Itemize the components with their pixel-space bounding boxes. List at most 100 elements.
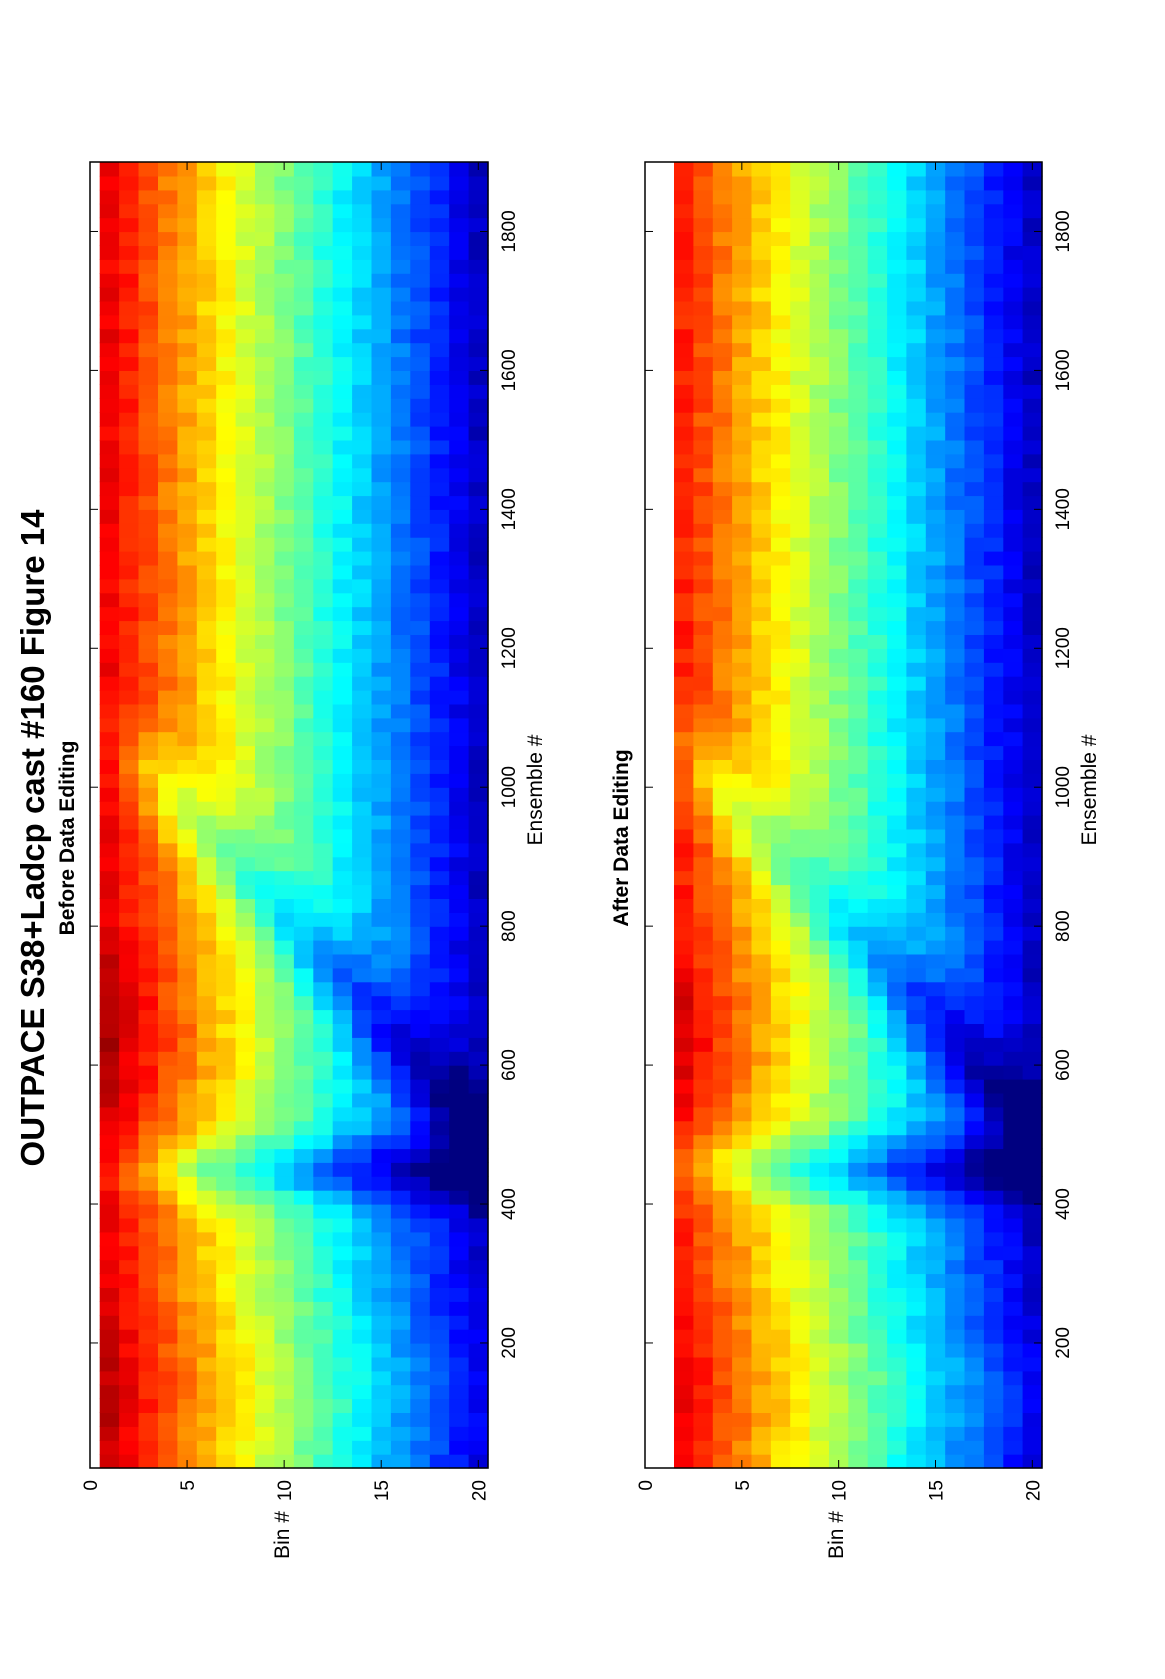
heatmap-cell (945, 981, 966, 997)
heatmap-cell (712, 828, 733, 844)
heatmap-cell (429, 926, 450, 941)
heatmap-cell (410, 1217, 431, 1233)
heatmap-cell (770, 1134, 791, 1150)
heatmap-cell (138, 731, 159, 747)
heatmap-cell (158, 398, 178, 413)
heatmap-cell (809, 523, 830, 538)
heatmap-cell (371, 967, 392, 983)
heatmap-cell (216, 884, 237, 899)
heatmap-cell (983, 842, 1004, 858)
heatmap-cell (867, 912, 888, 927)
heatmap-cell (887, 412, 908, 427)
heatmap-cell (177, 884, 198, 899)
heatmap-cell (809, 1384, 830, 1400)
heatmap-cell (1003, 676, 1024, 691)
heatmap-cell (138, 273, 159, 288)
heatmap-cell (964, 773, 985, 788)
heatmap-cell (1022, 884, 1043, 899)
heatmap-cell (196, 828, 217, 844)
heatmap-cell (390, 217, 411, 233)
heatmap-cell (177, 759, 198, 774)
heatmap-cell (177, 801, 198, 816)
heatmap-cell (674, 592, 694, 608)
heatmap-cell (468, 384, 489, 399)
heatmap-cell (313, 1370, 334, 1386)
heatmap-cell (410, 217, 431, 233)
heatmap-cell (371, 1315, 392, 1330)
heatmap-cell (99, 1190, 120, 1205)
heatmap-cell (848, 1245, 869, 1261)
heatmap-cell (449, 1384, 470, 1400)
heatmap-cell (1003, 231, 1024, 246)
heatmap-cell (732, 342, 753, 358)
heatmap-cell (964, 648, 985, 663)
heatmap-cell (790, 1398, 811, 1413)
heatmap-cell (274, 662, 295, 677)
heatmap-cell (332, 981, 353, 997)
heatmap-cell (255, 342, 275, 358)
heatmap-cell (449, 1204, 470, 1219)
heatmap-cell (313, 1287, 334, 1302)
heatmap-cell (867, 759, 888, 774)
heatmap-cell (790, 1106, 811, 1122)
heatmap-cell (829, 1273, 849, 1288)
heatmap-cell (119, 356, 140, 371)
heatmap-cell (693, 551, 714, 566)
heatmap-cell (983, 495, 1004, 510)
heatmap-cell (352, 828, 373, 844)
heatmap-cell (158, 314, 178, 330)
heatmap-cell (332, 620, 353, 635)
heatmap-cell (770, 578, 791, 594)
heatmap-cell (829, 1343, 849, 1358)
heatmap-cell (770, 300, 791, 316)
heatmap-cell (274, 453, 295, 469)
heatmap-cell (216, 231, 237, 246)
heatmap-cell (867, 1204, 888, 1219)
heatmap-cell (945, 245, 966, 260)
heatmap-cell (712, 1412, 733, 1427)
heatmap-cell (196, 1120, 217, 1136)
heatmap-cell (196, 842, 217, 858)
heatmap-cell (732, 648, 753, 663)
heatmap-cell (293, 1079, 314, 1094)
heatmap-cell (158, 1412, 178, 1427)
heatmap-cell (751, 967, 772, 983)
heatmap-cell (732, 620, 753, 635)
heatmap-cell (468, 967, 489, 983)
heatmap-cell (790, 1162, 811, 1177)
heatmap-cell (848, 870, 869, 886)
heatmap-cell (964, 731, 985, 747)
heatmap-cell (216, 967, 237, 983)
heatmap-cell (429, 217, 450, 233)
heatmap-cell (99, 1426, 120, 1441)
heatmap-cell (235, 481, 256, 497)
heatmap-cell (945, 1009, 966, 1024)
heatmap-cell (371, 815, 392, 830)
heatmap-cell (235, 162, 256, 177)
heatmap-cell (293, 1106, 314, 1122)
heatmap-cell (138, 398, 159, 413)
heatmap-cell (809, 370, 830, 385)
heatmap-cell (983, 551, 1004, 566)
heatmap-cell (99, 1106, 120, 1122)
heatmap-cell (925, 912, 946, 927)
heatmap-cell (712, 898, 733, 913)
heatmap-cell (945, 1204, 966, 1219)
heatmap-cell (887, 967, 908, 983)
heatmap-cell (712, 1440, 733, 1455)
heatmap-cell (945, 1245, 966, 1261)
heatmap-cell (945, 884, 966, 899)
heatmap-cell (158, 1162, 178, 1177)
heatmap-cell (293, 370, 314, 385)
heatmap-cell (119, 662, 140, 677)
heatmap-cell (712, 745, 733, 760)
heatmap-cell (255, 1426, 275, 1441)
heatmap-cell (751, 1148, 772, 1163)
heatmap-cell (732, 1398, 753, 1413)
heatmap-cell (887, 523, 908, 538)
heatmap-cell (293, 662, 314, 677)
heatmap-cell (352, 523, 373, 538)
y-tick-label: 5 (178, 1480, 199, 1491)
heatmap-cell (887, 828, 908, 844)
heatmap-cell (809, 175, 830, 191)
